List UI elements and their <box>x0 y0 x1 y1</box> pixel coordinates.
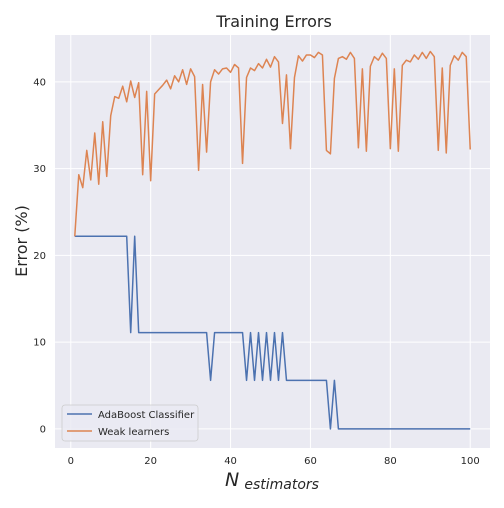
x-tick-label: 60 <box>304 456 317 467</box>
series-line-weak-learners <box>74 50 471 237</box>
x-tick-label: 100 <box>461 456 480 467</box>
x-tick-label: 40 <box>224 456 237 467</box>
series-lines <box>74 50 471 430</box>
y-tick-label: 0 <box>40 424 46 435</box>
x-axis-label: N estimators <box>225 469 319 493</box>
series-line-adaboost <box>74 235 471 430</box>
x-tick-label: 0 <box>68 456 74 467</box>
y-tick-label: 30 <box>33 164 46 175</box>
plot-area <box>55 35 490 448</box>
x-tick-label: 20 <box>144 456 157 467</box>
legend-label-weak-learners: Weak learners <box>98 427 169 438</box>
chart-title: Training Errors <box>215 12 332 31</box>
legend: AdaBoost Classifier Weak learners <box>61 404 199 442</box>
y-axis-label: Error (%) <box>12 205 31 277</box>
x-tick-label: 80 <box>384 456 397 467</box>
legend-label-adaboost: AdaBoost Classifier <box>98 410 195 421</box>
y-tick-label: 10 <box>33 338 46 349</box>
x-axis-label-subscript: estimators <box>244 477 319 493</box>
y-tick-label: 20 <box>33 251 46 262</box>
tick-labels: 0 20 40 60 80 100 0 10 20 30 40 <box>33 77 480 467</box>
x-axis-label-base: N <box>225 469 239 491</box>
y-tick-label: 40 <box>33 77 46 88</box>
legend-box <box>61 404 199 442</box>
